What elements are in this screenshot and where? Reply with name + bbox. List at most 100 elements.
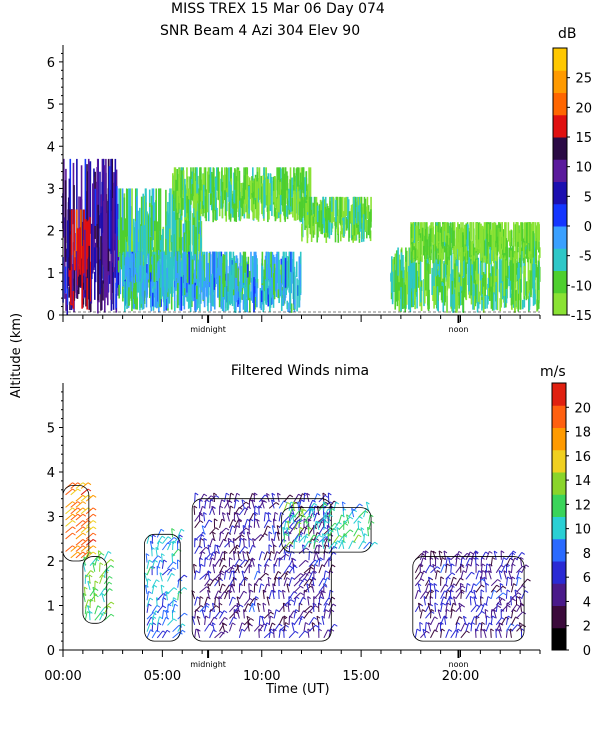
wind-barb — [430, 609, 432, 619]
wind-barb — [447, 557, 452, 567]
wind-barb — [516, 585, 523, 593]
wind-barb-tick — [291, 557, 295, 561]
wind-barb — [146, 617, 152, 626]
wind-barb — [262, 590, 265, 600]
colorbar-swatch — [552, 383, 566, 406]
wind-barb — [94, 612, 101, 621]
wind-barb — [288, 512, 292, 522]
annotation-label: noon — [449, 325, 469, 334]
wind-barb — [204, 578, 211, 587]
wind-barb-tick — [315, 605, 319, 609]
wind-barb — [92, 562, 96, 572]
wind-barb — [510, 596, 512, 606]
wind-barb — [293, 493, 299, 503]
wind-barb — [490, 589, 495, 599]
wind-barb-tick — [512, 598, 516, 602]
colorbar-tick-label: 0 — [584, 220, 592, 235]
wind-barb — [480, 622, 483, 632]
wind-barb — [455, 591, 462, 600]
wind-barb — [490, 615, 493, 625]
figure-title-line2: SNR Beam 4 Azi 304 Elev 90 — [160, 23, 361, 39]
wind-barb-tick — [230, 505, 234, 509]
wind-barb-tick — [317, 532, 321, 535]
wind-barb — [247, 622, 250, 632]
wind-barb — [214, 631, 222, 639]
wind-barb — [248, 493, 253, 503]
wind-barb — [228, 505, 231, 515]
wind-barb-tick — [512, 563, 516, 567]
wind-barb-tick — [220, 572, 224, 576]
wind-barb-tick — [92, 520, 97, 523]
wind-barb — [514, 589, 518, 599]
wind-barb — [263, 525, 268, 535]
wind-barb — [177, 612, 185, 620]
wind-barb — [212, 531, 216, 541]
wind-barb — [313, 558, 320, 567]
wind-barb — [293, 534, 300, 543]
wind-barb — [308, 624, 316, 632]
wind-barb — [495, 598, 503, 606]
wind-barb-tick — [493, 550, 498, 554]
wind-barb-tick — [92, 526, 97, 530]
wind-barb — [149, 541, 153, 551]
y-tick-label: 0 — [47, 644, 55, 659]
wind-barb — [161, 629, 168, 639]
wind-barb — [146, 591, 150, 601]
y-tick-label: 3 — [47, 511, 55, 526]
wind-barb — [171, 553, 174, 563]
wind-barb — [221, 622, 225, 632]
figure-title-line1: MISS TREX 15 Mar 06 Day 074 — [171, 1, 385, 17]
wind-barb — [298, 547, 307, 555]
wind-barb-tick — [97, 605, 101, 609]
wind-barb — [283, 502, 288, 511]
wind-barb — [151, 560, 156, 569]
wind-barb — [272, 590, 275, 600]
wind-barb — [322, 501, 325, 511]
wind-barb-tick — [430, 608, 435, 612]
wind-barb-tick — [521, 552, 525, 555]
wind-barb — [440, 557, 443, 567]
wind-barb-tick — [226, 492, 230, 496]
wind-barb — [440, 584, 446, 593]
wind-barb — [65, 501, 73, 508]
region-outline — [191, 498, 332, 642]
wind-barb — [419, 557, 424, 567]
wind-barb — [353, 528, 359, 537]
wind-barb — [70, 507, 78, 515]
wind-barb — [244, 618, 252, 626]
wind-barb — [232, 577, 235, 587]
wind-barb-tick — [205, 557, 209, 561]
wind-barb — [233, 544, 238, 554]
wind-barb — [234, 565, 240, 574]
wind-barb — [333, 540, 338, 550]
wind-barb — [455, 551, 460, 560]
wind-barb — [177, 528, 182, 538]
wind-barb — [243, 603, 249, 613]
wind-barb — [365, 501, 370, 511]
wind-barb-tick — [433, 583, 438, 586]
wind-barb — [216, 544, 220, 554]
wind-barb — [207, 583, 211, 593]
wind-barb-tick — [364, 533, 368, 537]
wind-barb — [470, 583, 474, 593]
wind-barb — [146, 559, 150, 569]
wind-barb — [75, 513, 84, 521]
wind-barb-tick — [426, 630, 430, 634]
wind-barb — [479, 596, 482, 606]
wind-barb — [485, 551, 490, 560]
wind-barb — [321, 533, 325, 543]
wind-barb — [232, 570, 235, 580]
wind-barb — [490, 628, 492, 638]
x-tick-label: 00:00 — [44, 669, 81, 684]
wind-barb-tick — [525, 564, 529, 568]
wind-barb-tick — [475, 550, 479, 554]
wind-barb-tick — [303, 610, 307, 614]
wind-barb-tick — [283, 602, 287, 606]
wind-barb — [298, 509, 305, 518]
wind-barb — [288, 591, 295, 600]
wind-barb — [423, 596, 426, 606]
wind-barb — [204, 553, 212, 561]
wind-barb — [248, 557, 253, 567]
wind-barb-tick — [357, 520, 362, 524]
wind-barb — [435, 570, 438, 580]
